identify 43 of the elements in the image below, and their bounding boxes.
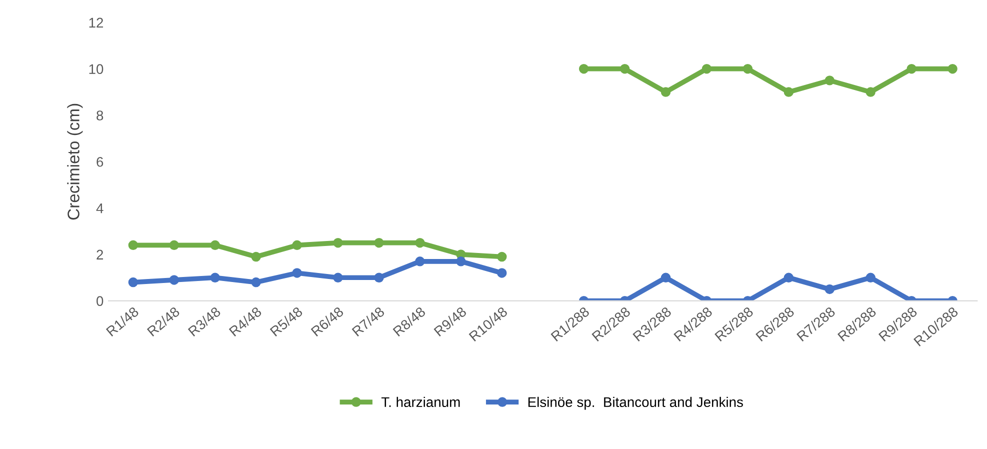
point — [128, 240, 138, 250]
point — [169, 275, 179, 285]
y-axis-title: Crecimieto (cm) — [67, 104, 83, 220]
point — [497, 268, 507, 278]
point — [620, 64, 630, 74]
y-tick-label: 8 — [96, 110, 104, 120]
point — [415, 238, 425, 248]
point — [660, 272, 671, 282]
point — [374, 238, 384, 248]
point — [374, 272, 384, 282]
point — [128, 277, 138, 288]
point — [210, 272, 220, 282]
y-tick-label: 4 — [96, 204, 104, 214]
point — [660, 87, 671, 97]
point — [333, 272, 343, 282]
point — [906, 64, 916, 74]
point — [497, 252, 507, 262]
y-tick-label: 12 — [89, 18, 104, 28]
point — [578, 64, 589, 74]
point — [292, 240, 302, 250]
y-tick-label: 0 — [96, 296, 104, 306]
y-tick-label: 2 — [96, 250, 104, 260]
y-tick-label: 10 — [89, 64, 104, 74]
point — [702, 64, 712, 74]
y-tick-label: 6 — [96, 156, 104, 167]
point — [169, 240, 179, 250]
legend-label: T. harzianum — [381, 396, 460, 408]
point — [456, 256, 466, 266]
point — [251, 277, 261, 288]
point — [292, 268, 302, 278]
point — [866, 272, 876, 282]
point — [210, 240, 220, 250]
point — [824, 284, 834, 294]
point — [251, 252, 261, 262]
point — [742, 64, 753, 74]
point — [415, 256, 425, 266]
point — [784, 87, 794, 97]
point — [824, 76, 834, 86]
point — [333, 238, 343, 248]
point — [948, 64, 958, 74]
point — [866, 87, 876, 97]
legend-label: Elsinöe sp. Bitancourt and Jenkins — [528, 396, 743, 410]
point — [784, 272, 794, 282]
